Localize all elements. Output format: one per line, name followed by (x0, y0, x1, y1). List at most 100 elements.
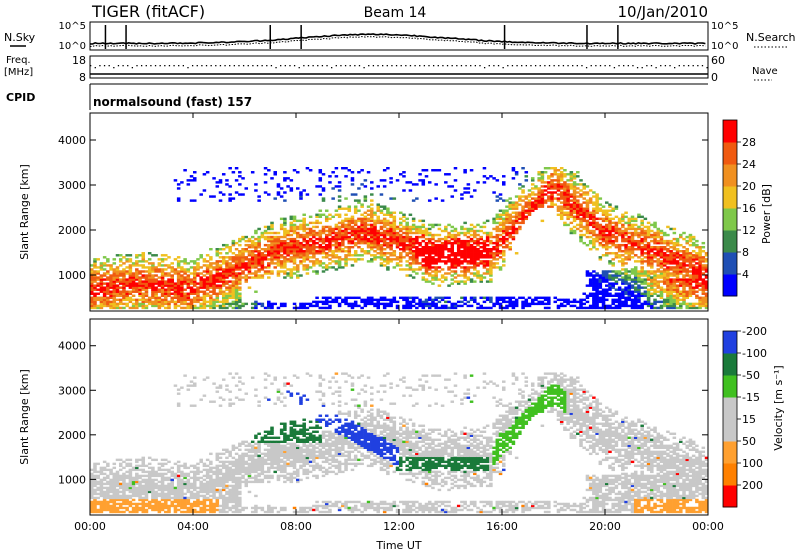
power-cell (431, 245, 435, 249)
power-cell (93, 300, 97, 304)
power-cell (482, 239, 487, 243)
power-cell (450, 274, 455, 277)
power-cell (605, 294, 609, 297)
power-cell (376, 231, 380, 235)
power-cell (492, 262, 496, 265)
power-cell (234, 292, 239, 295)
power-cell (379, 227, 384, 231)
power-cell (90, 270, 94, 273)
power-cell (701, 296, 706, 300)
power-cell (627, 286, 632, 289)
power-cell (370, 254, 374, 257)
power-cell (382, 217, 387, 221)
power-cell (360, 183, 364, 186)
power-cell (579, 195, 583, 198)
power-cell (566, 179, 570, 182)
power-cell (122, 256, 126, 259)
power-cell (466, 278, 471, 281)
power-cell (418, 298, 422, 302)
velocity-cell (106, 508, 110, 512)
power-cell (353, 237, 358, 241)
power-cell (547, 197, 551, 200)
power-cell (559, 167, 564, 170)
power-cell (238, 250, 242, 253)
power-cell (164, 280, 168, 283)
power-cell (646, 243, 651, 247)
power-cell (321, 256, 326, 259)
power-cell (122, 294, 126, 297)
power-cell (128, 272, 133, 275)
power-cell (225, 306, 229, 310)
power-cell (550, 185, 554, 188)
power-cell (292, 237, 297, 241)
power-cell (241, 177, 245, 180)
power-cell (341, 167, 345, 170)
power-cell (418, 179, 422, 182)
power-cell (424, 266, 429, 269)
power-cell (656, 276, 661, 279)
power-cell (653, 239, 657, 243)
power-cell (167, 256, 171, 259)
power-cell (485, 231, 490, 235)
power-cell (257, 254, 261, 257)
power-cell (505, 306, 509, 310)
power-cell (601, 294, 606, 297)
power-cell (283, 266, 287, 269)
power-cell (447, 254, 451, 257)
power-cell (273, 245, 277, 249)
power-cell (183, 278, 187, 281)
power-cell (444, 239, 448, 243)
power-cell (582, 191, 586, 194)
power-cell (502, 181, 506, 184)
power-cell (341, 223, 345, 227)
power-cell (688, 280, 693, 283)
power-cell (328, 296, 332, 300)
power-cell (411, 237, 416, 241)
power-cell (273, 243, 277, 247)
power-cell (424, 280, 429, 283)
power-cell (267, 169, 271, 172)
power-cell (102, 302, 107, 306)
power-cell (466, 300, 471, 304)
power-cell (379, 233, 384, 237)
power-cell (189, 282, 194, 285)
power-cell (363, 241, 368, 245)
power-cell (498, 266, 503, 269)
power-cell (701, 268, 706, 271)
power-cell (688, 262, 693, 265)
power-cell (611, 270, 615, 273)
power-cell (321, 225, 326, 229)
power-cell (662, 300, 667, 304)
power-cell (553, 171, 558, 174)
velocity-cell (115, 506, 120, 510)
power-cell (521, 306, 525, 310)
power-cell (633, 290, 638, 293)
power-cell (392, 225, 397, 229)
power-cell (643, 239, 648, 243)
power-cell (215, 266, 220, 269)
velocity-cell (122, 482, 126, 486)
power-cell (640, 304, 644, 308)
power-cell (360, 221, 364, 225)
power-cell (218, 292, 223, 295)
nave-dot (368, 65, 370, 67)
power-cell (193, 296, 197, 300)
power-cell (643, 282, 648, 285)
power-cell (318, 235, 323, 239)
power-cell (505, 300, 509, 304)
power-cell (257, 243, 261, 247)
power-cell (617, 254, 622, 257)
power-cell (382, 221, 387, 225)
power-cell (205, 268, 210, 271)
power-cell (437, 258, 442, 261)
power-cell (344, 296, 348, 300)
power-cell (514, 203, 519, 206)
power-cell (234, 302, 239, 306)
power-cell (453, 189, 458, 192)
power-cell (588, 304, 593, 308)
power-cell (167, 302, 171, 306)
power-cell (614, 280, 619, 283)
power-cell (624, 215, 628, 219)
power-cell (109, 286, 113, 289)
power-cell (643, 243, 648, 247)
